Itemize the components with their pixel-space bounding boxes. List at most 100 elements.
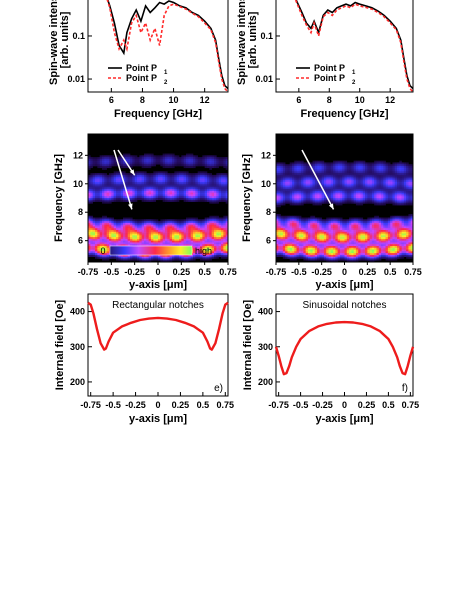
heatmap-cell — [183, 157, 187, 160]
heatmap-cell — [392, 233, 396, 236]
heatmap-cell — [355, 171, 359, 174]
heatmap-cell — [221, 238, 224, 241]
heatmap-cell — [349, 166, 352, 169]
heatmap-cell — [186, 187, 189, 190]
heatmap-cell — [381, 192, 384, 195]
heatmap-cell — [160, 190, 163, 193]
heatmap-cell — [408, 180, 412, 183]
heatmap-cell — [369, 190, 373, 193]
heatmap-cell — [88, 233, 91, 236]
heatmap-cell — [317, 173, 320, 176]
heatmap-cell — [216, 249, 219, 252]
heatmap-cell — [319, 198, 322, 201]
heatmap-cell — [221, 235, 224, 238]
heatmap-cell — [216, 253, 219, 256]
heatmap-cell — [355, 164, 359, 167]
heatmap-cell — [90, 174, 93, 177]
heatmap-cell — [167, 230, 170, 233]
heatmap-cell — [146, 173, 149, 176]
heatmap-cell — [188, 258, 191, 261]
heatmap-cell — [303, 201, 306, 204]
heatmap-cell — [90, 157, 93, 160]
heatmap-cell — [195, 246, 198, 249]
heatmap-cell — [342, 182, 345, 185]
heatmap-cell — [367, 183, 370, 186]
heatmap-cell — [406, 228, 409, 231]
heatmap-cell — [355, 219, 359, 222]
heatmap-cell — [195, 242, 198, 245]
heatmap-cell — [323, 180, 327, 183]
heatmap-cell — [204, 160, 208, 163]
heatmap-cell — [307, 221, 311, 224]
heatmap-cell — [280, 176, 284, 179]
heatmap-cell — [298, 164, 302, 167]
heatmap-cell — [335, 183, 338, 186]
heatmap-cell — [355, 222, 359, 225]
heatmap-cell — [221, 187, 224, 190]
heatmap-cell — [113, 180, 117, 183]
heatmap-cell — [310, 174, 313, 177]
heatmap-cell — [353, 190, 357, 193]
heatmap-cell — [397, 190, 400, 193]
heatmap-cell — [165, 153, 168, 156]
heatmap-cell — [351, 233, 354, 236]
heatmap-cell — [195, 217, 198, 220]
x-tick-label: 8 — [140, 95, 145, 105]
heatmap-cell — [392, 226, 396, 229]
heatmap-cell — [351, 182, 354, 185]
heatmap-cell — [392, 230, 396, 233]
heatmap-cell — [394, 217, 398, 220]
heatmap-cell — [321, 194, 325, 197]
heatmap-cell — [378, 196, 382, 199]
heatmap-cell — [358, 192, 361, 195]
heatmap-cell — [314, 198, 318, 201]
heatmap-cell — [319, 171, 322, 174]
heatmap-cell — [195, 251, 198, 254]
heatmap-cell — [305, 190, 309, 193]
heatmap-cell — [209, 217, 212, 220]
heatmap-cell — [401, 222, 405, 225]
heatmap-cell — [123, 176, 126, 179]
heatmap-cell — [371, 182, 375, 185]
heatmap-cell — [223, 231, 226, 234]
heatmap-cell — [218, 180, 222, 183]
colorbar-low-label: 0 — [100, 246, 105, 256]
heatmap-cell — [176, 235, 180, 238]
heatmap-cell — [346, 189, 350, 192]
heatmap-cell — [102, 160, 105, 163]
heatmap-cell — [287, 182, 290, 185]
heatmap-cell — [216, 196, 219, 199]
heatmap-cell — [167, 160, 170, 163]
heatmap-cell — [160, 176, 163, 179]
heatmap-cell — [130, 238, 133, 241]
heatmap-cell — [365, 187, 368, 190]
x-tick-label: 0 — [155, 267, 160, 277]
heatmap-cell — [109, 221, 112, 224]
heatmap-cell — [132, 254, 135, 257]
heatmap-cell — [207, 228, 210, 231]
heatmap-cell — [307, 190, 311, 193]
heatmap-cell — [106, 217, 110, 220]
heatmap-cell — [321, 173, 325, 176]
heatmap-cell — [312, 183, 316, 186]
heatmap-cell — [102, 240, 105, 243]
heatmap-cell — [339, 198, 343, 201]
heatmap-cell — [276, 205, 279, 208]
heatmap-cell — [349, 199, 352, 202]
heatmap-cell — [88, 254, 91, 257]
heatmap-cell — [211, 238, 215, 241]
heatmap-cell — [167, 196, 170, 199]
heatmap-cell — [146, 192, 149, 195]
heatmap-cell — [383, 174, 386, 177]
heatmap-cell — [401, 189, 405, 192]
heatmap-cell — [358, 198, 361, 201]
heatmap-cell — [190, 176, 194, 179]
heatmap-cell — [298, 187, 302, 190]
heatmap-cell — [358, 231, 361, 234]
heatmap-cell — [155, 240, 159, 243]
heatmap-cell — [176, 244, 180, 247]
heatmap-cell — [183, 173, 187, 176]
heatmap-cell — [392, 215, 396, 218]
